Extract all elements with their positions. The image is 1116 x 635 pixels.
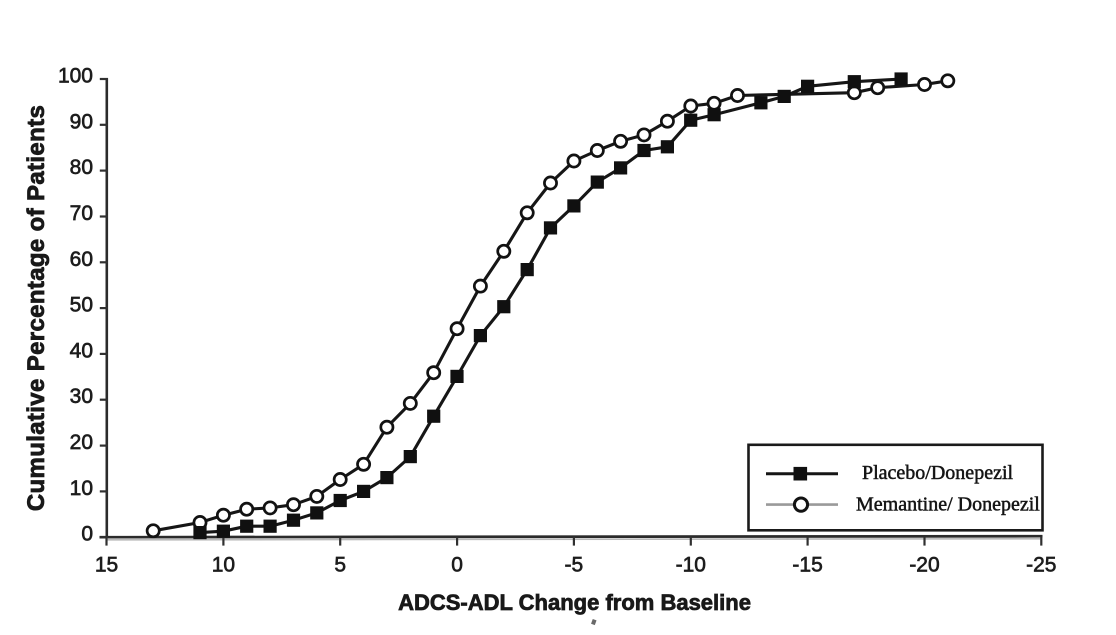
svg-text:10: 10 — [212, 554, 235, 577]
svg-text:-5: -5 — [565, 554, 584, 577]
svg-text:-10: -10 — [676, 554, 706, 577]
svg-text:5: 5 — [334, 554, 346, 577]
svg-text:70: 70 — [70, 202, 93, 225]
svg-text:Placebo/Donepezil: Placebo/Donepezil — [862, 462, 1013, 484]
svg-text:80: 80 — [70, 156, 93, 179]
svg-text:0: 0 — [81, 523, 93, 546]
svg-text:-15: -15 — [792, 554, 822, 577]
svg-text:30: 30 — [70, 385, 93, 408]
svg-text:90: 90 — [70, 110, 93, 133]
svg-text:Cumulative Percentage of Patie: Cumulative Percentage of Patients — [23, 105, 50, 511]
svg-text:-25: -25 — [1026, 554, 1056, 577]
svg-text:40: 40 — [70, 339, 93, 362]
svg-text:20: 20 — [70, 431, 93, 454]
svg-text:-20: -20 — [909, 554, 939, 577]
svg-text:100: 100 — [58, 65, 93, 88]
svg-text:ADCS-ADL Change from Baseline: ADCS-ADL Change from Baseline — [398, 590, 751, 615]
svg-text:10: 10 — [70, 477, 93, 500]
svg-text:15: 15 — [95, 554, 118, 577]
svg-text:0: 0 — [451, 554, 463, 577]
svg-text:60: 60 — [70, 248, 93, 271]
svg-text:Memantine/ Donepezil: Memantine/ Donepezil — [856, 494, 1040, 516]
svg-text:50: 50 — [70, 294, 93, 317]
